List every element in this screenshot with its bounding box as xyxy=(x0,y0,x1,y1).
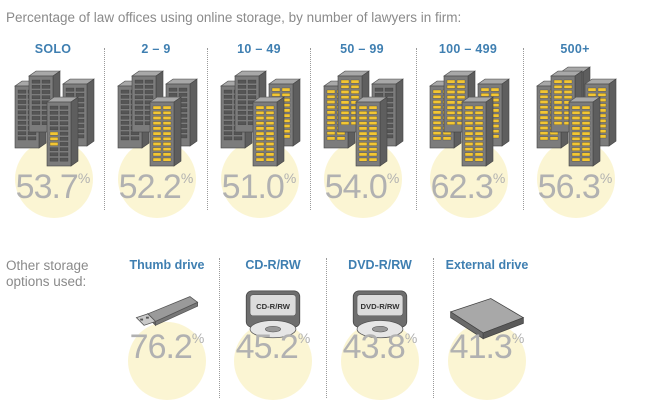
server-icon xyxy=(220,70,301,167)
other-storage-label-line2: options used: xyxy=(6,274,87,289)
usb-drive-icon xyxy=(135,296,199,327)
dvd-icon: DVD-R/RW xyxy=(352,290,408,339)
server-tower xyxy=(252,96,285,167)
category-column: 2 – 9 52.2% xyxy=(106,42,206,218)
column-divider xyxy=(416,48,417,210)
data-label-value: 52.2 xyxy=(118,168,182,206)
category-label: 500+ xyxy=(560,42,590,56)
data-label-value: 53.7 xyxy=(15,168,79,206)
percent-sign: % xyxy=(77,170,91,186)
data-label-value: 43.8 xyxy=(342,328,406,366)
server-icon xyxy=(536,66,617,167)
server-icon xyxy=(429,70,510,167)
category-label: CD-R/RW xyxy=(245,258,301,272)
external-drive-icon xyxy=(449,298,525,340)
storage-option-column: Thumb drive 76.2% xyxy=(115,258,219,408)
column-divider xyxy=(219,258,220,398)
percent-sign: % xyxy=(191,330,205,346)
percent-sign: % xyxy=(180,170,194,186)
disc-case-shape: CD-R/RW xyxy=(245,290,301,339)
category-label: Thumb drive xyxy=(129,258,205,272)
server-icon xyxy=(117,70,198,167)
server-icon xyxy=(323,70,404,167)
server-tower xyxy=(568,96,601,167)
category-label: SOLO xyxy=(34,42,72,56)
category-column: 50 – 99 54.0% xyxy=(312,42,412,218)
data-label-value: 54.0 xyxy=(324,168,388,206)
category-label: 2 – 9 xyxy=(141,42,171,56)
category-label: External drive xyxy=(445,258,529,272)
server-tower xyxy=(46,96,79,167)
disc-label: DVD-R/RW xyxy=(361,302,401,311)
other-storage-label-line1: Other storage xyxy=(6,258,89,273)
category-column: 10 – 49 51.0% xyxy=(209,42,309,218)
percent-sign: % xyxy=(283,170,297,186)
data-label: 76.2% xyxy=(115,328,219,367)
percent-sign: % xyxy=(492,170,506,186)
highlight-circle xyxy=(128,322,206,400)
category-label: 10 – 49 xyxy=(237,42,281,56)
category-column: 100 – 499 62.3% xyxy=(418,42,518,218)
data-label-value: 56.3 xyxy=(537,168,601,206)
column-divider xyxy=(310,48,311,210)
other-storage-label: Other storage options used: xyxy=(6,258,116,290)
external-drive-shape xyxy=(449,298,525,340)
percent-sign: % xyxy=(297,330,311,346)
usb-drive-shape xyxy=(135,296,199,327)
percent-sign: % xyxy=(599,170,613,186)
data-label: 41.3% xyxy=(435,328,539,367)
chart-title: Percentage of law offices using online s… xyxy=(6,10,462,25)
column-divider xyxy=(433,258,434,398)
server-tower xyxy=(355,96,388,167)
column-divider xyxy=(523,48,524,210)
data-label-value: 45.2 xyxy=(235,328,299,366)
data-label: 51.0% xyxy=(209,168,309,207)
server-tower xyxy=(149,96,182,167)
disc-label: CD-R/RW xyxy=(256,302,291,311)
data-label: 53.7% xyxy=(3,168,103,207)
data-label: 56.3% xyxy=(525,168,625,207)
category-column: SOLO 53.7% xyxy=(3,42,103,218)
category-label: 50 – 99 xyxy=(340,42,384,56)
percent-sign: % xyxy=(404,330,418,346)
storage-option-column: DVD-R/RW DVD-R/RW 43.8% xyxy=(328,258,432,408)
data-label: 52.2% xyxy=(106,168,206,207)
percent-sign: % xyxy=(511,330,525,346)
disc-case-shape: DVD-R/RW xyxy=(352,290,408,339)
data-label: 45.2% xyxy=(221,328,325,367)
data-label: 54.0% xyxy=(312,168,412,207)
column-divider xyxy=(104,48,105,210)
server-tower xyxy=(461,96,494,167)
category-label: DVD-R/RW xyxy=(348,258,412,272)
column-divider xyxy=(326,258,327,398)
storage-option-column: CD-R/RW CD-R/RW 45.2% xyxy=(221,258,325,408)
cd-icon: CD-R/RW xyxy=(245,290,301,339)
data-label-value: 62.3 xyxy=(430,168,494,206)
data-label-value: 76.2 xyxy=(129,328,193,366)
server-icon xyxy=(14,70,95,167)
category-column: 500+ 56.3% xyxy=(525,42,625,218)
percent-sign: % xyxy=(386,170,400,186)
column-divider xyxy=(207,48,208,210)
data-label: 43.8% xyxy=(328,328,432,367)
storage-option-column: External drive 41.3% xyxy=(435,258,539,408)
data-label-value: 41.3 xyxy=(449,328,513,366)
data-label: 62.3% xyxy=(418,168,518,207)
category-label: 100 – 499 xyxy=(438,42,498,56)
data-label-value: 51.0 xyxy=(221,168,285,206)
